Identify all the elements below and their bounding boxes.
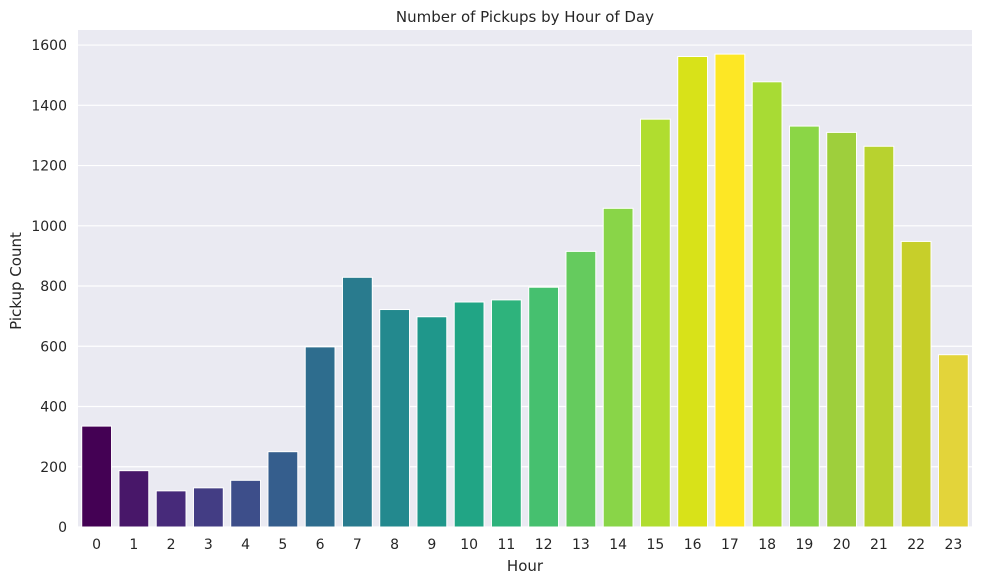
bar-hour-9: [416, 316, 448, 528]
x-tick-label: 5: [278, 537, 287, 553]
bar-hour-11: [490, 299, 522, 528]
bar-hour-23: [937, 354, 969, 528]
bar-hour-3: [192, 487, 224, 528]
bar-hour-2: [155, 490, 187, 528]
bar-hour-22: [900, 240, 932, 528]
x-tick-label: 23: [944, 537, 962, 553]
bar-hour-16: [677, 56, 709, 528]
x-tick-label: 15: [646, 537, 664, 553]
x-axis-label: Hour: [507, 557, 544, 575]
bars: [81, 53, 969, 528]
x-tick-label: 17: [721, 537, 739, 553]
x-tick-label: 1: [129, 537, 138, 553]
y-tick-label: 1600: [31, 38, 67, 54]
gridlines: [78, 44, 972, 528]
bar-hour-17: [714, 53, 746, 528]
x-tick-label: 10: [460, 537, 478, 553]
bar-hour-12: [528, 286, 560, 528]
x-tick-label: 18: [758, 537, 776, 553]
x-tick-label: 7: [353, 537, 362, 553]
x-tick-label: 16: [684, 537, 702, 553]
x-tick-label: 22: [907, 537, 925, 553]
x-tick-label: 21: [870, 537, 888, 553]
y-tick-label: 1400: [31, 98, 67, 114]
bar-hour-1: [118, 470, 150, 528]
x-tick-label: 3: [204, 537, 213, 553]
bar-hour-5: [267, 451, 299, 528]
y-tick-label: 600: [40, 339, 67, 355]
bar-hour-10: [453, 301, 485, 528]
bar-hour-6: [304, 346, 336, 528]
bar-hour-7: [341, 276, 373, 528]
x-tick-label: 6: [316, 537, 325, 553]
bar-hour-4: [230, 479, 262, 528]
x-tick-label: 9: [427, 537, 436, 553]
y-tick-label: 800: [40, 279, 67, 295]
x-axis-ticks: 0 1 2 3 4 5 6 7 8 9 10 11 12 13 14 15 16 17 18 19 20 21 22 23: [92, 537, 962, 553]
bar-hour-18: [751, 81, 783, 528]
y-tick-label: 0: [58, 520, 67, 536]
x-tick-label: 12: [535, 537, 553, 553]
bar-hour-8: [379, 309, 411, 528]
y-axis-label: Pickup Count: [7, 232, 25, 330]
y-tick-label: 1000: [31, 219, 67, 235]
x-tick-label: 20: [833, 537, 851, 553]
x-tick-label: 19: [795, 537, 813, 553]
y-tick-label: 200: [40, 460, 67, 476]
y-tick-label: 400: [40, 400, 67, 416]
x-tick-label: 11: [497, 537, 515, 553]
x-tick-label: 8: [390, 537, 399, 553]
bar-hour-14: [602, 207, 634, 528]
x-tick-label: 14: [609, 537, 627, 553]
x-tick-label: 4: [241, 537, 250, 553]
bar-hour-19: [788, 125, 820, 528]
bar-hour-20: [826, 131, 858, 528]
plot-area: [78, 30, 972, 527]
x-tick-label: 13: [572, 537, 590, 553]
bar-hour-15: [639, 118, 671, 528]
chart-title: Number of Pickups by Hour of Day: [396, 8, 654, 26]
bar-hour-21: [863, 145, 895, 528]
y-tick-label: 1200: [31, 159, 67, 175]
bar-hour-13: [565, 250, 597, 528]
x-tick-label: 0: [92, 537, 101, 553]
y-axis-ticks: 0 200 400 600 800 1000 1200 1400 1600: [31, 38, 67, 536]
x-tick-label: 2: [167, 537, 176, 553]
bar-hour-0: [81, 425, 113, 528]
